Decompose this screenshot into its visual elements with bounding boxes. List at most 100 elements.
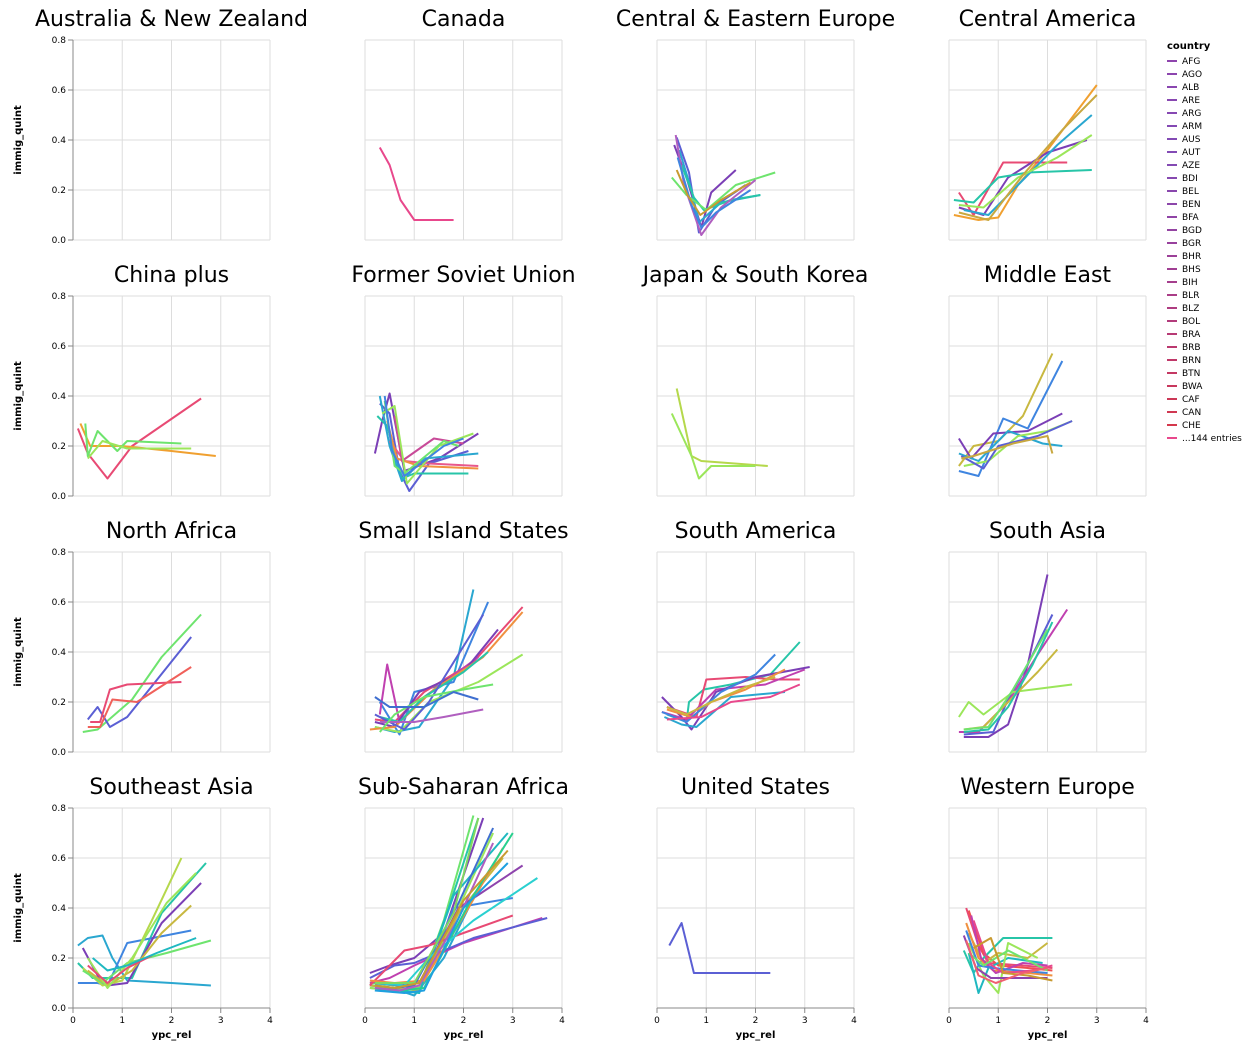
series-line [675, 137, 747, 234]
panel-title: South Asia [989, 519, 1106, 544]
legend-label: ARM [1182, 122, 1202, 132]
panel-title: Middle East [984, 263, 1112, 288]
facet-panel: Southeast Asia 0.0 0.2 0.4 0.6 0.8 immig_quint… [13, 775, 273, 1041]
panel-title: Western Europe [960, 775, 1135, 800]
series-line [675, 388, 768, 467]
series-line [374, 862, 509, 994]
panel-title: South America [675, 519, 837, 544]
series-line [958, 94, 1098, 221]
y-tick-label: 0.6 [52, 86, 67, 96]
x-tick-label: 0 [946, 1016, 952, 1026]
series-line [961, 435, 1054, 460]
y-tick-label: 0.6 [52, 854, 67, 864]
y-tick-label: 0.4 [52, 392, 67, 402]
x-tick-label: 1 [411, 1016, 417, 1026]
facet-panel: Japan & South Korea [641, 263, 868, 497]
legend-label: BGD [1182, 226, 1202, 236]
x-axis-title: ypc_rel [152, 1030, 192, 1041]
series-line [378, 395, 479, 482]
series-line [676, 157, 752, 229]
x-tick-label: 2 [1045, 1016, 1051, 1026]
series-line [87, 954, 153, 984]
legend-label: BIH [1182, 278, 1198, 288]
x-tick-label: 2 [461, 1016, 467, 1026]
series-line [87, 904, 192, 987]
legend-label: BFA [1182, 213, 1200, 223]
series-line [953, 169, 1092, 204]
y-tick-label: 0.2 [52, 186, 66, 196]
series-line [381, 405, 474, 485]
series-line [958, 683, 1073, 718]
series-line [963, 629, 1049, 731]
legend-label: ALB [1182, 83, 1199, 93]
y-tick-label: 0.2 [52, 954, 66, 964]
legend-label: AUT [1182, 148, 1201, 158]
series-line [81, 882, 202, 987]
series-line [680, 164, 761, 211]
y-tick-label: 0.0 [52, 1004, 67, 1014]
legend-title: country [1167, 41, 1211, 52]
series-line [958, 412, 1063, 460]
panel-title: Former Soviet Union [351, 263, 575, 288]
series-line [369, 817, 485, 974]
x-tick-label: 4 [267, 1016, 273, 1026]
legend-label: BGR [1182, 239, 1201, 249]
facet-panel: Western Europe 0 1 2 3 4 ypc_rel [946, 775, 1149, 1041]
x-tick-label: 3 [218, 1016, 224, 1026]
series-line [84, 423, 182, 457]
x-tick-label: 4 [559, 1016, 565, 1026]
facet-panel: Central & Eastern Europe [616, 7, 895, 241]
facet-panel: South America [656, 519, 855, 753]
panel-title: North Africa [106, 519, 237, 544]
series-line [666, 683, 801, 721]
legend-label: ...144 entries [1182, 434, 1242, 444]
y-tick-label: 0.4 [52, 136, 67, 146]
x-tick-label: 1 [995, 1016, 1001, 1026]
series-line [374, 628, 499, 728]
series-line [379, 683, 494, 733]
series-line [967, 932, 1049, 964]
y-tick-label: 0.2 [52, 442, 66, 452]
series-line [666, 676, 776, 716]
series-line [79, 423, 216, 457]
series-line [962, 937, 1053, 974]
legend-label: CAF [1182, 395, 1200, 405]
legend-label: BTN [1182, 369, 1200, 379]
series-line [374, 606, 524, 723]
series-line [87, 636, 192, 728]
panel-title: Australia & New Zealand [35, 7, 308, 32]
legend-label: BDI [1182, 174, 1198, 184]
facet-panel: Central America [948, 7, 1147, 241]
facet-panel: Australia & New Zealand 0.0 0.2 0.4 0.6 0.8 im… [13, 7, 308, 246]
legend-label: AFG [1182, 57, 1200, 67]
legend-label: AGO [1182, 70, 1202, 80]
y-tick-label: 0.0 [52, 492, 67, 502]
legend-label: AUS [1182, 135, 1201, 145]
series-line [664, 691, 786, 728]
x-tick-label: 0 [362, 1016, 368, 1026]
y-tick-label: 0.6 [52, 598, 67, 608]
x-axis-title: ypc_rel [1028, 1030, 1068, 1041]
series-line [668, 922, 771, 974]
panel-title: Southeast Asia [89, 775, 253, 800]
y-tick-label: 0.0 [52, 748, 67, 758]
series-line [87, 666, 192, 728]
facet-panel: China plus 0.0 0.2 0.4 0.6 0.8 immig_quint [13, 263, 271, 502]
facet-panel: North Africa 0.0 0.2 0.4 0.6 0.8 immig_quint [13, 519, 271, 758]
panel-title: China plus [114, 263, 229, 288]
legend-label: BLZ [1182, 304, 1199, 314]
legend-label: BOL [1182, 317, 1200, 327]
legend-label: CAN [1182, 408, 1201, 418]
panel-title: Central America [959, 7, 1137, 32]
series-line [674, 134, 757, 236]
y-axis-title: immig_quint [13, 105, 24, 175]
series-line [82, 613, 202, 733]
facet-panel: Former Soviet Union [351, 263, 576, 497]
series-line [963, 614, 1054, 736]
y-tick-label: 0.8 [52, 804, 67, 814]
panel-title: Canada [422, 7, 506, 32]
series-line [369, 611, 524, 731]
series-line [76, 397, 202, 480]
series-line [87, 440, 192, 460]
